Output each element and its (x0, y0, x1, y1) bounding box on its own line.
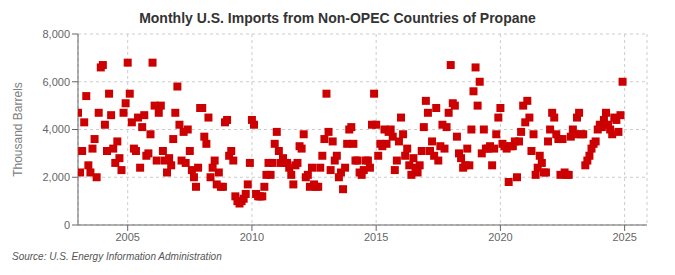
svg-text:2020: 2020 (488, 231, 512, 243)
html-text:Source: U.S. Energy Informatio: Source: U.S. Energy Information Administ… (12, 251, 222, 262)
svg-text:2015: 2015 (364, 231, 388, 243)
svg-text:2005: 2005 (115, 231, 139, 243)
svg-text:Thousand Barrels: Thousand Barrels (11, 82, 25, 177)
svg-text:8,000: 8,000 (42, 28, 70, 40)
svg-text:4,000: 4,000 (42, 123, 70, 135)
svg-text:2025: 2025 (612, 231, 636, 243)
svg-text:2,000: 2,000 (42, 171, 70, 183)
html-text:Monthly U.S. Imports from Non-: Monthly U.S. Imports from Non-OPEC Count… (139, 10, 536, 26)
svg-text:0: 0 (64, 219, 70, 231)
svg-text:6,000: 6,000 (42, 76, 70, 88)
svg-text:2010: 2010 (240, 231, 264, 243)
